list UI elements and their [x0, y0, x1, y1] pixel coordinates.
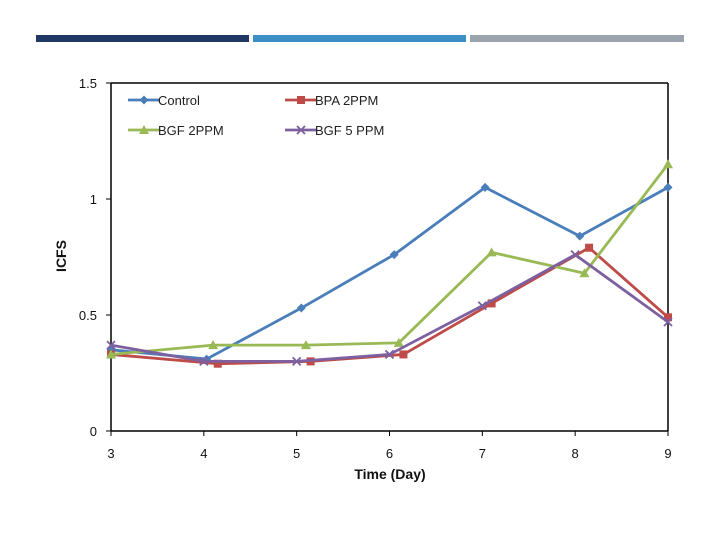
- y-tick-label: 1: [90, 192, 97, 207]
- series-control: [106, 182, 673, 364]
- legend-label: BGF 5 PPM: [315, 123, 384, 138]
- y-tick-label: 1.5: [79, 76, 97, 91]
- legend-item: Control: [128, 93, 200, 108]
- series-bgf-5-ppm: [106, 250, 673, 367]
- data-point-bpa-2ppm: [399, 350, 408, 359]
- y-axis-title: ICFS: [53, 240, 69, 272]
- header-accent-bar-blue: [253, 35, 466, 42]
- series-bgf-2ppm: [106, 159, 673, 359]
- legend-label: BPA 2PPM: [315, 93, 378, 108]
- legend-marker: [297, 96, 305, 104]
- x-tick-label: 5: [293, 446, 300, 461]
- y-ticks: 0 0.5 1 1.5: [79, 76, 111, 439]
- legend: Control BPA 2PPM BGF 2PPM BGF 5 PPM: [128, 93, 384, 138]
- data-point-bpa-2ppm: [213, 359, 222, 368]
- x-tick-label: 7: [479, 446, 486, 461]
- legend-marker: [296, 125, 306, 135]
- data-point-control: [389, 250, 399, 260]
- data-point-bgf-2ppm: [486, 247, 497, 257]
- y-tick-label: 0.5: [79, 308, 97, 323]
- data-point-bgf-2ppm: [300, 340, 311, 350]
- data-point-bgf-2ppm: [663, 159, 673, 169]
- data-point-control: [480, 182, 490, 192]
- data-point-bgf-2ppm: [208, 340, 219, 350]
- x-tick-label: 9: [664, 446, 671, 461]
- x-ticks: 3 4 5 6 7 8 9: [107, 431, 672, 461]
- series-layer: [106, 159, 673, 368]
- data-point-control: [663, 182, 673, 192]
- legend-marker: [139, 95, 149, 105]
- data-point-bgf-5-ppm: [199, 356, 209, 367]
- data-point-bgf-2ppm: [579, 268, 590, 278]
- data-point-bgf-5-ppm: [106, 340, 116, 350]
- data-point-bgf-5-ppm: [570, 250, 580, 260]
- data-point-bgf-5-ppm: [292, 356, 302, 367]
- data-point-bgf-2ppm: [393, 337, 404, 347]
- data-point-control: [575, 231, 585, 241]
- legend-item: BGF 5 PPM: [285, 123, 384, 138]
- x-tick-label: 4: [200, 446, 207, 461]
- legend-item: BPA 2PPM: [285, 93, 378, 108]
- y-tick-label: 0: [90, 424, 97, 439]
- data-point-bpa-2ppm: [487, 299, 496, 308]
- header-accent-bar-gray: [470, 35, 684, 42]
- data-point-bgf-2ppm: [106, 349, 116, 359]
- data-point-bpa-2ppm: [664, 313, 672, 322]
- data-point-bpa-2ppm: [585, 243, 594, 252]
- series-line-bgf-2ppm: [110, 163, 670, 356]
- x-tick-label: 8: [572, 446, 579, 461]
- data-point-bgf-5-ppm: [663, 317, 673, 327]
- legend-marker: [139, 125, 149, 134]
- legend-item: BGF 2PPM: [128, 123, 224, 138]
- legend-label: Control: [158, 93, 200, 108]
- x-tick-label: 6: [386, 446, 393, 461]
- data-point-bgf-5-ppm: [384, 349, 395, 360]
- data-point-bgf-5-ppm: [477, 301, 487, 311]
- data-point-control: [296, 303, 306, 313]
- header-accent-bar-dark: [36, 35, 249, 42]
- x-tick-label: 3: [107, 446, 114, 461]
- x-axis-title: Time (Day): [354, 466, 425, 482]
- legend-label: BGF 2PPM: [158, 123, 224, 138]
